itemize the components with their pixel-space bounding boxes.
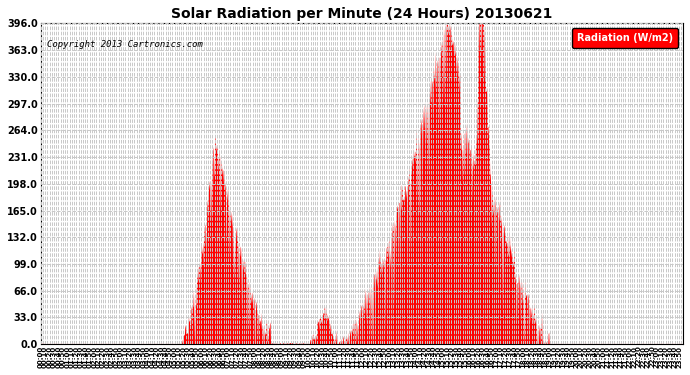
Legend: Radiation (W/m2): Radiation (W/m2) xyxy=(572,28,678,48)
Text: Copyright 2013 Cartronics.com: Copyright 2013 Cartronics.com xyxy=(47,39,203,48)
Title: Solar Radiation per Minute (24 Hours) 20130621: Solar Radiation per Minute (24 Hours) 20… xyxy=(171,7,553,21)
